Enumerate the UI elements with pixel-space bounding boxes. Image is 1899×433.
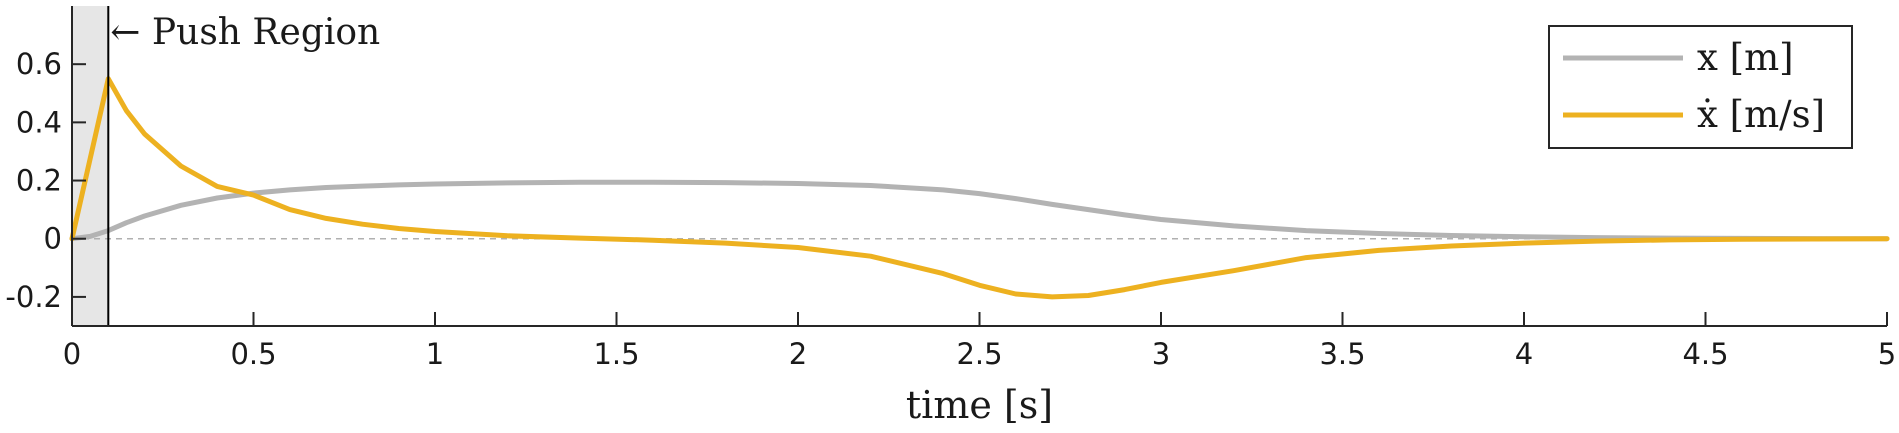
x-axis-title: time [s] <box>906 383 1053 427</box>
y-tick-label: 0.4 <box>16 105 62 139</box>
x-tick-label: 1 <box>426 337 444 371</box>
x-tick-label: 0 <box>63 337 81 371</box>
x-tick-label: 1.5 <box>593 337 639 371</box>
push-region-annotation: ← Push Region <box>110 12 380 53</box>
x-tick-label: 5 <box>1878 337 1896 371</box>
y-tick-label: 0.6 <box>16 47 62 81</box>
ticks-layer: 0 0.5 1 1.5 2 2.5 3 3.5 4 4.5 5-0.200.20.40.6 <box>5 47 1896 371</box>
x-tick-label: 2 <box>789 337 807 371</box>
x-tick-label: 2.5 <box>956 337 1002 371</box>
y-tick-label: -0.2 <box>5 280 62 314</box>
series-layer <box>69 76 1890 300</box>
x-tick-label: 3.5 <box>1319 337 1365 371</box>
x-tick-label: 3 <box>1152 337 1170 371</box>
y-tick-label: 0.2 <box>16 164 62 198</box>
legend: x [m] ẋ [m/s] <box>1548 25 1853 149</box>
series-line-0 <box>69 179 1890 242</box>
y-tick-label: 0 <box>44 222 62 256</box>
x-tick-label: 4 <box>1515 337 1533 371</box>
legend-label-xdot: ẋ [m/s] <box>1697 93 1825 136</box>
legend-label-x: x [m] <box>1697 36 1794 79</box>
legend-box <box>1548 25 1853 149</box>
x-tick-label: 0.5 <box>230 337 276 371</box>
x-tick-label: 4.5 <box>1682 337 1728 371</box>
series-line-1 <box>69 76 1890 300</box>
